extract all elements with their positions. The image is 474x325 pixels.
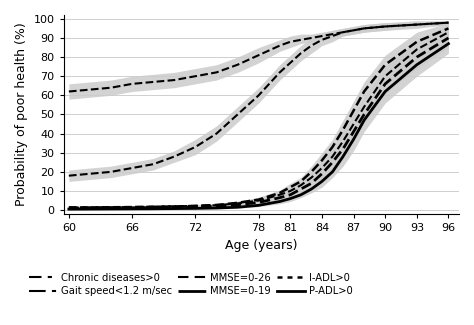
Y-axis label: Probability of poor health (%): Probability of poor health (%) — [15, 23, 28, 206]
X-axis label: Age (years): Age (years) — [225, 239, 298, 252]
Legend: Chronic diseases>0, Gait speed<1.2 m/sec, MMSE=0-26, MMSE=0-19, I-ADL>0, P-ADL>0: Chronic diseases>0, Gait speed<1.2 m/sec… — [29, 273, 353, 296]
